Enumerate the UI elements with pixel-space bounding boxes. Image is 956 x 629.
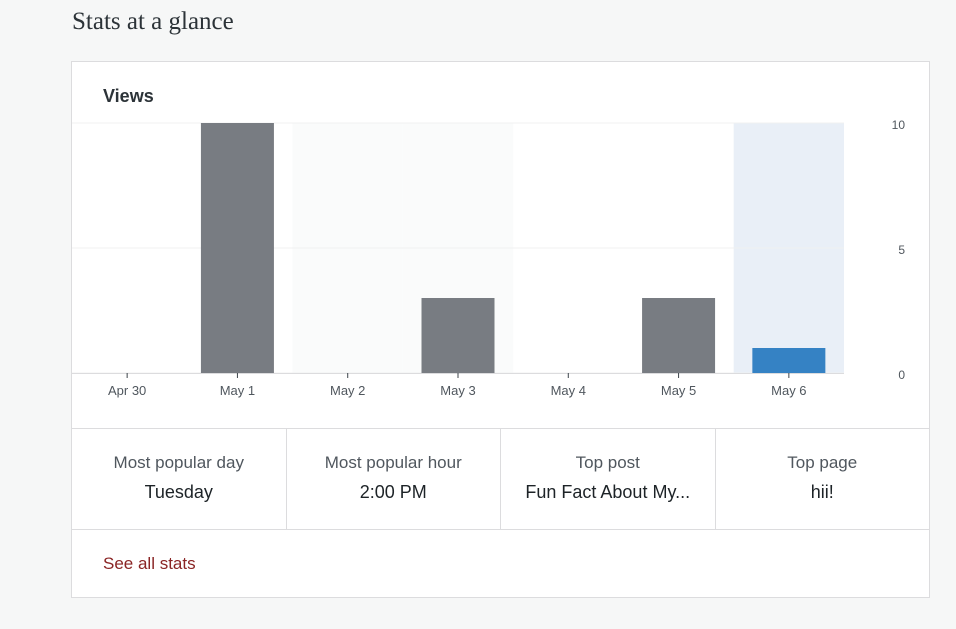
x-tick-label: May 1: [220, 383, 255, 398]
highlights-row: Most popular day Tuesday Most popular ho…: [72, 428, 929, 530]
card-title: Views: [103, 86, 154, 106]
bar: [642, 298, 716, 373]
x-tick-label: May 2: [330, 383, 365, 398]
highlight-value: 2:00 PM: [359, 482, 427, 502]
y-tick-label: 0: [898, 368, 905, 382]
highlight-value: Tuesday: [144, 482, 213, 502]
highlight-value[interactable]: hii!: [810, 482, 834, 502]
bar: [752, 348, 826, 373]
page-title: Stats at a glance: [72, 8, 234, 35]
x-tick-label: May 3: [440, 383, 475, 398]
y-tick-label: 10: [892, 118, 906, 132]
highlight-value[interactable]: Fun Fact About My...: [525, 482, 691, 502]
highlight-label: Most popular day: [113, 453, 244, 472]
highlight-most-popular-hour: Most popular hour 2:00 PM: [287, 429, 501, 529]
highlight-top-page: Top page hii!: [716, 429, 930, 529]
highlight-label: Most popular hour: [324, 453, 462, 472]
see-all-stats-link[interactable]: See all stats: [103, 554, 196, 573]
views-chart: 0 5 10 Apr 30 May 1 May 2 May 3 May 4 May 5 May 6: [72, 62, 929, 428]
x-tick-label: Apr 30: [108, 383, 146, 398]
highlight-label: Top post: [575, 453, 640, 472]
views-chart-svg: 0 5 10 Apr 30 May 1 May 2 May 3 May 4 May 5 May 6: [72, 118, 906, 398]
stats-card: 0 5 10 Apr 30 May 1 May 2 May 3 May 4 May 5 May 6…: [71, 61, 930, 598]
highlight-most-popular-day: Most popular day Tuesday: [72, 429, 287, 529]
highlight-label: Top page: [787, 453, 858, 472]
bar: [200, 123, 274, 373]
highlight-top-post: Top post Fun Fact About My...: [501, 429, 716, 529]
x-tick-label: May 4: [551, 383, 586, 398]
x-tick-label: May 6: [771, 383, 806, 398]
bar: [421, 298, 495, 373]
x-tick-label: May 5: [661, 383, 696, 398]
y-tick-label: 5: [898, 243, 905, 257]
